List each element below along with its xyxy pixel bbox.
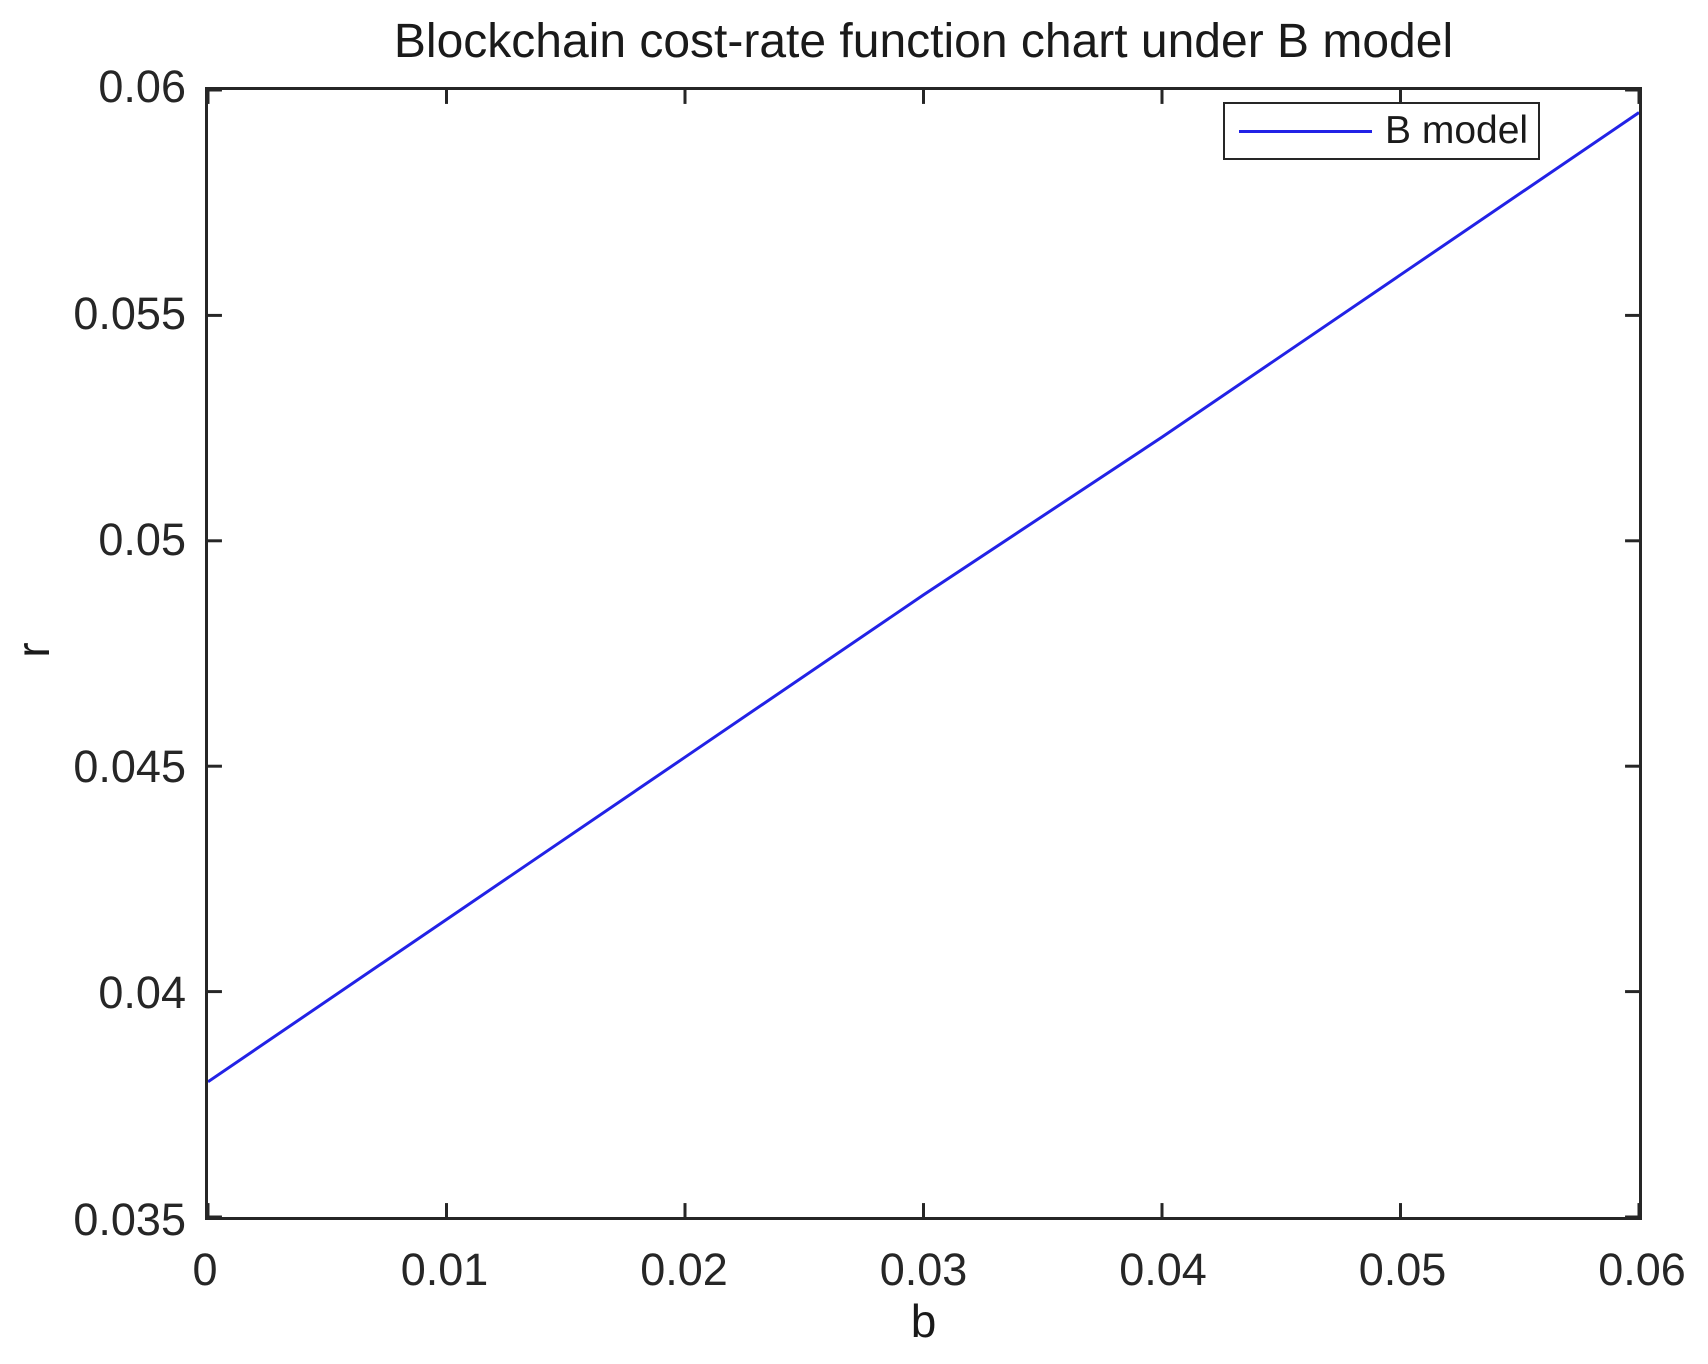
legend: B model bbox=[1223, 102, 1540, 160]
y-tick-label: 0.06 bbox=[98, 61, 186, 112]
x-tick-label: 0 bbox=[192, 1244, 218, 1295]
y-tick-label: 0.035 bbox=[73, 1194, 186, 1245]
legend-entry-label: B model bbox=[1385, 109, 1529, 152]
chart-title: Blockchain cost-rate function chart unde… bbox=[393, 15, 1454, 68]
plot-area bbox=[205, 87, 1642, 1220]
x-axis-label: b bbox=[910, 1295, 937, 1347]
x-tick-label: 0.04 bbox=[1119, 1244, 1207, 1295]
y-tick-label: 0.04 bbox=[98, 967, 186, 1019]
y-tick-label: 0.05 bbox=[98, 514, 186, 566]
plot-canvas bbox=[208, 90, 1639, 1217]
y-axis-label: r bbox=[7, 642, 59, 658]
y-tick-label: 0.055 bbox=[73, 287, 186, 339]
x-tick-label: 0.03 bbox=[879, 1244, 968, 1295]
x-tick-label: 0.01 bbox=[400, 1244, 489, 1295]
x-tick-label: 0.05 bbox=[1358, 1244, 1447, 1295]
legend-line-sample-icon bbox=[1239, 129, 1372, 133]
y-tick-label: 0.045 bbox=[73, 740, 186, 792]
series-line-b-model bbox=[208, 111, 1639, 1083]
x-tick-label: 0.06 bbox=[1598, 1244, 1686, 1295]
x-tick-label: 0.02 bbox=[640, 1244, 728, 1295]
